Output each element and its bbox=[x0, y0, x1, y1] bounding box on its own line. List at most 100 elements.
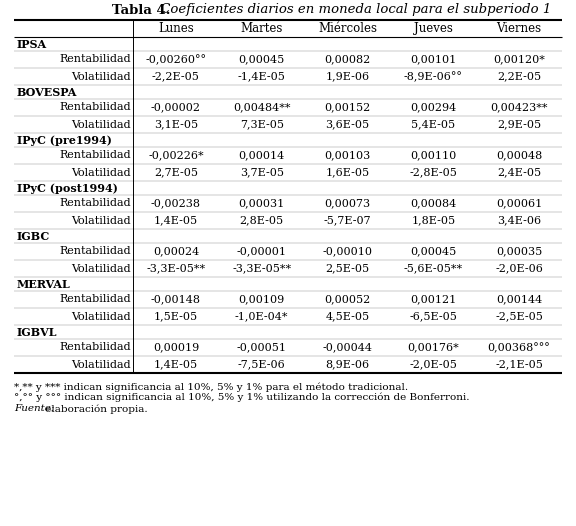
Text: Volatilidad: Volatilidad bbox=[71, 264, 131, 274]
Text: 3,1E-05: 3,1E-05 bbox=[154, 119, 198, 129]
Text: 0,00423**: 0,00423** bbox=[490, 103, 548, 113]
Text: 2,2E-05: 2,2E-05 bbox=[497, 72, 541, 82]
Text: 0,00484**: 0,00484** bbox=[233, 103, 290, 113]
Text: 2,7E-05: 2,7E-05 bbox=[154, 167, 198, 177]
Text: -5,6E-05**: -5,6E-05** bbox=[404, 264, 463, 274]
Text: -5,7E-07: -5,7E-07 bbox=[324, 216, 372, 226]
Text: Miércoles: Miércoles bbox=[318, 22, 377, 35]
Text: IPSA: IPSA bbox=[17, 38, 47, 49]
Text: 3,4E-06: 3,4E-06 bbox=[497, 216, 541, 226]
Text: -1,0E-04*: -1,0E-04* bbox=[235, 311, 289, 321]
Text: Volatilidad: Volatilidad bbox=[71, 311, 131, 321]
Text: Rentabilidad: Rentabilidad bbox=[59, 198, 131, 208]
Text: 0,00084: 0,00084 bbox=[410, 198, 456, 208]
Text: 8,9E-06: 8,9E-06 bbox=[325, 359, 370, 369]
Text: -0,00051: -0,00051 bbox=[237, 342, 287, 352]
Text: -0,00001: -0,00001 bbox=[237, 247, 287, 257]
Text: -0,00010: -0,00010 bbox=[323, 247, 373, 257]
Text: 0,00045: 0,00045 bbox=[410, 247, 456, 257]
Text: °,°° y °°° indican significancia al 10%, 5% y 1% utilizando la corrección de Bon: °,°° y °°° indican significancia al 10%,… bbox=[14, 393, 469, 402]
Text: 1,9E-06: 1,9E-06 bbox=[325, 72, 370, 82]
Text: 0,00024: 0,00024 bbox=[153, 247, 199, 257]
Text: 0,00014: 0,00014 bbox=[238, 150, 285, 160]
Text: 2,4E-05: 2,4E-05 bbox=[497, 167, 541, 177]
Text: -2,0E-06: -2,0E-06 bbox=[495, 264, 543, 274]
Text: MERVAL: MERVAL bbox=[17, 278, 71, 289]
Text: Rentabilidad: Rentabilidad bbox=[59, 55, 131, 65]
Text: 3,6E-05: 3,6E-05 bbox=[325, 119, 370, 129]
Text: Fuente:: Fuente: bbox=[14, 404, 54, 413]
Text: 7,3E-05: 7,3E-05 bbox=[240, 119, 284, 129]
Text: Lunes: Lunes bbox=[158, 22, 194, 35]
Text: 1,5E-05: 1,5E-05 bbox=[154, 311, 198, 321]
Text: Viernes: Viernes bbox=[497, 22, 541, 35]
Text: -3,3E-05**: -3,3E-05** bbox=[232, 264, 291, 274]
Text: 0,00103: 0,00103 bbox=[324, 150, 370, 160]
Text: Tabla 4. Coeficientes diarios en moneda local para el subperiodo 1: Tabla 4. Coeficientes diarios en moneda … bbox=[64, 4, 512, 16]
Text: Jueves: Jueves bbox=[414, 22, 453, 35]
Text: -2,0E-05: -2,0E-05 bbox=[410, 359, 457, 369]
Text: Volatilidad: Volatilidad bbox=[71, 216, 131, 226]
Text: 2,8E-05: 2,8E-05 bbox=[240, 216, 284, 226]
Text: 0,00073: 0,00073 bbox=[324, 198, 370, 208]
Text: -1,4E-05: -1,4E-05 bbox=[238, 72, 286, 82]
Text: Volatilidad: Volatilidad bbox=[71, 72, 131, 82]
Text: -2,1E-05: -2,1E-05 bbox=[495, 359, 543, 369]
Text: 0,00061: 0,00061 bbox=[496, 198, 542, 208]
Text: 3,7E-05: 3,7E-05 bbox=[240, 167, 284, 177]
Text: 0,00031: 0,00031 bbox=[238, 198, 285, 208]
Text: -0,00260°°: -0,00260°° bbox=[145, 54, 206, 65]
Text: Rentabilidad: Rentabilidad bbox=[59, 342, 131, 352]
Text: 5,4E-05: 5,4E-05 bbox=[411, 119, 456, 129]
Text: 0,00144: 0,00144 bbox=[496, 295, 542, 305]
Text: -3,3E-05**: -3,3E-05** bbox=[146, 264, 206, 274]
Text: 0,00121: 0,00121 bbox=[410, 295, 456, 305]
Text: -0,00238: -0,00238 bbox=[151, 198, 201, 208]
Text: 1,6E-05: 1,6E-05 bbox=[325, 167, 370, 177]
Text: 1,8E-05: 1,8E-05 bbox=[411, 216, 456, 226]
Text: Rentabilidad: Rentabilidad bbox=[59, 295, 131, 305]
Text: 0,00045: 0,00045 bbox=[238, 55, 285, 65]
Text: Rentabilidad: Rentabilidad bbox=[59, 150, 131, 160]
Text: 0,00120*: 0,00120* bbox=[493, 55, 545, 65]
Text: 0,00035: 0,00035 bbox=[496, 247, 542, 257]
Text: Coeficientes diarios en moneda local para el subperiodo 1: Coeficientes diarios en moneda local par… bbox=[157, 4, 552, 16]
Text: 0,00082: 0,00082 bbox=[324, 55, 370, 65]
Text: -2,5E-05: -2,5E-05 bbox=[495, 311, 543, 321]
Text: 0,00048: 0,00048 bbox=[496, 150, 542, 160]
Text: 0,00294: 0,00294 bbox=[410, 103, 456, 113]
Text: IGBC: IGBC bbox=[17, 230, 50, 241]
Text: -2,8E-05: -2,8E-05 bbox=[410, 167, 457, 177]
Text: -2,2E-05: -2,2E-05 bbox=[152, 72, 200, 82]
Text: IPyC (post1994): IPyC (post1994) bbox=[17, 183, 118, 194]
Text: 0,00152: 0,00152 bbox=[324, 103, 370, 113]
Text: Volatilidad: Volatilidad bbox=[71, 119, 131, 129]
Text: 2,5E-05: 2,5E-05 bbox=[325, 264, 370, 274]
Text: 0,00019: 0,00019 bbox=[153, 342, 199, 352]
Text: -0,00148: -0,00148 bbox=[151, 295, 201, 305]
Text: Martes: Martes bbox=[241, 22, 283, 35]
Text: -8,9E-06°°: -8,9E-06°° bbox=[404, 71, 463, 82]
Text: *,** y *** indican significancia al 10%, 5% y 1% para el método tradicional.: *,** y *** indican significancia al 10%,… bbox=[14, 382, 408, 391]
Text: Volatilidad: Volatilidad bbox=[71, 167, 131, 177]
Text: 4,5E-05: 4,5E-05 bbox=[325, 311, 370, 321]
Text: Rentabilidad: Rentabilidad bbox=[59, 247, 131, 257]
Text: 0,00101: 0,00101 bbox=[410, 55, 456, 65]
Text: -0,00002: -0,00002 bbox=[151, 103, 201, 113]
Text: IPyC (pre1994): IPyC (pre1994) bbox=[17, 135, 112, 146]
Text: -7,5E-06: -7,5E-06 bbox=[238, 359, 286, 369]
Text: 0,00052: 0,00052 bbox=[324, 295, 370, 305]
Text: 1,4E-05: 1,4E-05 bbox=[154, 359, 198, 369]
Text: -0,00044: -0,00044 bbox=[323, 342, 373, 352]
Text: -0,00226*: -0,00226* bbox=[148, 150, 204, 160]
Text: 0,00368°°°: 0,00368°°° bbox=[488, 342, 551, 353]
Text: Tabla 4.: Tabla 4. bbox=[112, 4, 170, 16]
Text: 2,9E-05: 2,9E-05 bbox=[497, 119, 541, 129]
Text: Volatilidad: Volatilidad bbox=[71, 359, 131, 369]
Text: elaboración propia.: elaboración propia. bbox=[43, 404, 148, 413]
Text: IGBVL: IGBVL bbox=[17, 327, 58, 338]
Text: Rentabilidad: Rentabilidad bbox=[59, 103, 131, 113]
Text: -6,5E-05: -6,5E-05 bbox=[410, 311, 457, 321]
Text: 1,4E-05: 1,4E-05 bbox=[154, 216, 198, 226]
Text: 0,00109: 0,00109 bbox=[238, 295, 285, 305]
